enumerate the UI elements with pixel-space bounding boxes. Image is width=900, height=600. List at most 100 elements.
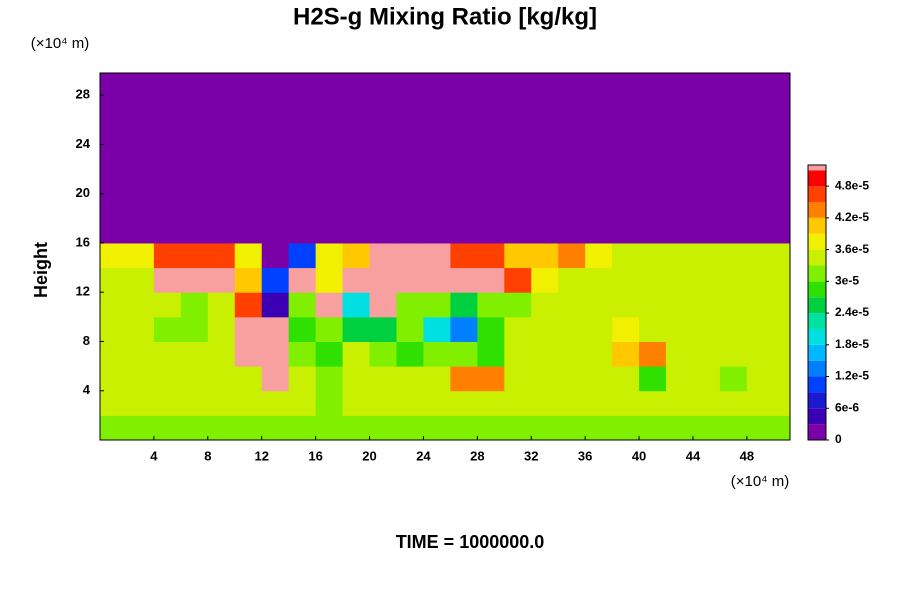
- cell: [126, 95, 155, 121]
- cell: [234, 119, 263, 145]
- cell: [719, 242, 748, 269]
- cell: [315, 415, 344, 440]
- cell: [423, 95, 451, 121]
- colorbar-tick-label: 6e-6: [835, 400, 859, 414]
- cell: [558, 193, 586, 219]
- x-unit: (×10⁴ m): [731, 473, 790, 490]
- cell: [100, 316, 128, 342]
- cell: [773, 144, 790, 170]
- cell: [100, 341, 128, 367]
- cell: [396, 95, 424, 121]
- heatmap: [100, 73, 790, 440]
- cell: [477, 95, 505, 121]
- cell: [261, 267, 290, 293]
- cell: [504, 119, 532, 145]
- cell: [612, 341, 640, 367]
- cell: [342, 267, 371, 293]
- cell: [692, 292, 721, 318]
- colorbar-tick-label: 1.2e-5: [835, 369, 869, 383]
- cell: [288, 169, 317, 195]
- cell: [126, 390, 155, 416]
- cell: [153, 242, 182, 269]
- colorbar-tick-label: 4.8e-5: [835, 178, 869, 192]
- y-unit: (×10⁴ m): [31, 35, 90, 52]
- cell: [207, 193, 236, 219]
- cell: [666, 316, 694, 342]
- cell: [531, 390, 559, 416]
- cell: [100, 144, 128, 170]
- cell: [477, 193, 505, 219]
- cell: [719, 292, 748, 318]
- cell: [558, 242, 586, 269]
- cell: [153, 366, 182, 392]
- cell: [531, 169, 559, 195]
- cell: [666, 193, 694, 219]
- cell: [180, 415, 209, 440]
- cell: [100, 242, 128, 269]
- cell: [396, 316, 424, 342]
- cell: [773, 267, 790, 293]
- cell: [692, 242, 721, 269]
- cell: [342, 390, 371, 416]
- cell: [450, 267, 478, 293]
- y-tick-label: 16: [76, 234, 90, 249]
- cell: [153, 218, 182, 244]
- cell: [180, 73, 209, 96]
- cell: [504, 218, 532, 244]
- cell: [342, 95, 371, 121]
- cell: [719, 95, 748, 121]
- cell: [207, 267, 236, 293]
- cell: [477, 341, 505, 367]
- x-tick-label: 28: [470, 448, 484, 463]
- cell: [504, 267, 532, 293]
- cell: [612, 242, 640, 269]
- cell: [773, 415, 790, 440]
- cell: [342, 316, 371, 342]
- cell: [234, 415, 263, 440]
- cell: [450, 316, 478, 342]
- cell: [639, 95, 667, 121]
- cell: [773, 193, 790, 219]
- cell: [746, 95, 775, 121]
- colorbar-frame: [807, 164, 827, 441]
- cell: [558, 119, 586, 145]
- cell: [558, 218, 586, 244]
- cell: [261, 366, 290, 392]
- cell: [288, 390, 317, 416]
- cell: [180, 242, 209, 269]
- cell: [180, 144, 209, 170]
- cell: [450, 193, 478, 219]
- cell: [315, 341, 344, 367]
- cell: [531, 316, 559, 342]
- cell: [288, 242, 317, 269]
- cell: [477, 218, 505, 244]
- cell: [773, 390, 790, 416]
- cell: [234, 95, 263, 121]
- cell: [531, 415, 559, 440]
- cell: [126, 292, 155, 318]
- cell: [315, 267, 344, 293]
- cell: [207, 366, 236, 392]
- cell: [531, 95, 559, 121]
- cell: [773, 169, 790, 195]
- cell: [315, 366, 344, 392]
- cell: [746, 390, 775, 416]
- cell: [719, 316, 748, 342]
- cell: [261, 119, 290, 145]
- cell: [234, 242, 263, 269]
- cell: [342, 218, 371, 244]
- cell: [288, 144, 317, 170]
- cell: [477, 316, 505, 342]
- cell: [639, 366, 667, 392]
- cell: [504, 366, 532, 392]
- cell: [746, 267, 775, 293]
- cell: [180, 95, 209, 121]
- cell: [288, 193, 317, 219]
- cell: [315, 169, 344, 195]
- cell: [692, 144, 721, 170]
- cell: [180, 341, 209, 367]
- cell: [423, 415, 451, 440]
- cell: [639, 119, 667, 145]
- cell: [342, 144, 371, 170]
